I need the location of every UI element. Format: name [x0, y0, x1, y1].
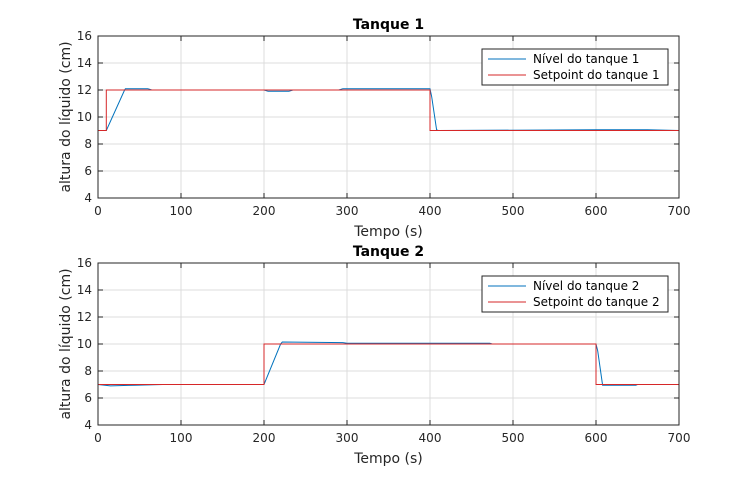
x-tick-label: 0: [94, 204, 102, 218]
y-tick-label: 12: [77, 310, 92, 324]
x-axis-label: Tempo (s): [353, 451, 423, 467]
tick-labels: 0 100 200 300 400 500 600 700 4 6 8 10 12 14 16: [77, 29, 691, 218]
y-tick-label: 14: [77, 56, 92, 70]
y-tick-label: 10: [77, 110, 92, 124]
plot-frame: [97, 35, 680, 199]
y-tick-label: 4: [84, 418, 92, 432]
x-axis-label: Tempo (s): [353, 224, 423, 240]
y-tick-label: 10: [77, 337, 92, 351]
chart-tanque-1: 0 100 200 300 400 500 600 700 4 6 8 10 12 14 16 Tanque…: [58, 17, 690, 240]
series-line-2: [98, 343, 679, 385]
x-tick-label: 200: [253, 431, 276, 445]
series-line-1: [98, 88, 680, 132]
legend: Nível do tanque 2 Setpoint do tanque 2: [481, 275, 669, 313]
series-line-2: [98, 89, 679, 131]
x-tick-label: 200: [253, 204, 276, 218]
chart-tanque-2: 0 100 200 300 400 500 600 700 4 6 8 10 12 14 16 Tanque…: [58, 244, 690, 467]
x-tick-label: 0: [94, 431, 102, 445]
x-tick-label: 600: [585, 431, 608, 445]
y-tick-label: 12: [77, 83, 92, 97]
x-tick-label: 100: [170, 204, 193, 218]
legend-entry-1: Nível do tanque 1: [533, 52, 639, 66]
chart-title: Tanque 1: [353, 17, 424, 33]
tick-labels: 0 100 200 300 400 500 600 700 4 6 8 10 12 14 16: [77, 256, 691, 445]
y-tick-label: 16: [77, 29, 92, 43]
y-tick-label: 8: [84, 137, 92, 151]
x-tick-label: 700: [668, 204, 691, 218]
x-tick-label: 100: [170, 431, 193, 445]
x-tick-label: 400: [419, 431, 442, 445]
series-layer: [98, 88, 680, 132]
legend-entry-2: Setpoint do tanque 1: [533, 68, 660, 82]
x-tick-label: 400: [419, 204, 442, 218]
x-tick-label: 700: [668, 431, 691, 445]
legend-box: [481, 48, 669, 86]
y-tick-label: 16: [77, 256, 92, 270]
x-tick-label: 600: [585, 204, 608, 218]
legend-entry-2: Setpoint do tanque 2: [533, 295, 660, 309]
x-tick-label: 300: [336, 431, 359, 445]
y-axis-label: altura do líquido (cm): [58, 268, 74, 419]
plot-frame: [97, 262, 680, 426]
y-tick-label: 6: [84, 391, 92, 405]
x-tick-label: 500: [502, 431, 525, 445]
x-tick-label: 500: [502, 204, 525, 218]
y-tick-label: 14: [77, 283, 92, 297]
y-axis-label: altura do líquido (cm): [58, 41, 74, 192]
series-line-1: [97, 341, 679, 387]
legend-box: [481, 275, 669, 313]
y-tick-label: 4: [84, 191, 92, 205]
legend-entry-1: Nível do tanque 2: [533, 279, 639, 293]
series-layer: [97, 341, 679, 387]
y-tick-label: 8: [84, 364, 92, 378]
y-tick-label: 6: [84, 164, 92, 178]
chart-title: Tanque 2: [353, 244, 424, 260]
legend: Nível do tanque 1 Setpoint do tanque 1: [481, 48, 669, 86]
x-tick-label: 300: [336, 204, 359, 218]
